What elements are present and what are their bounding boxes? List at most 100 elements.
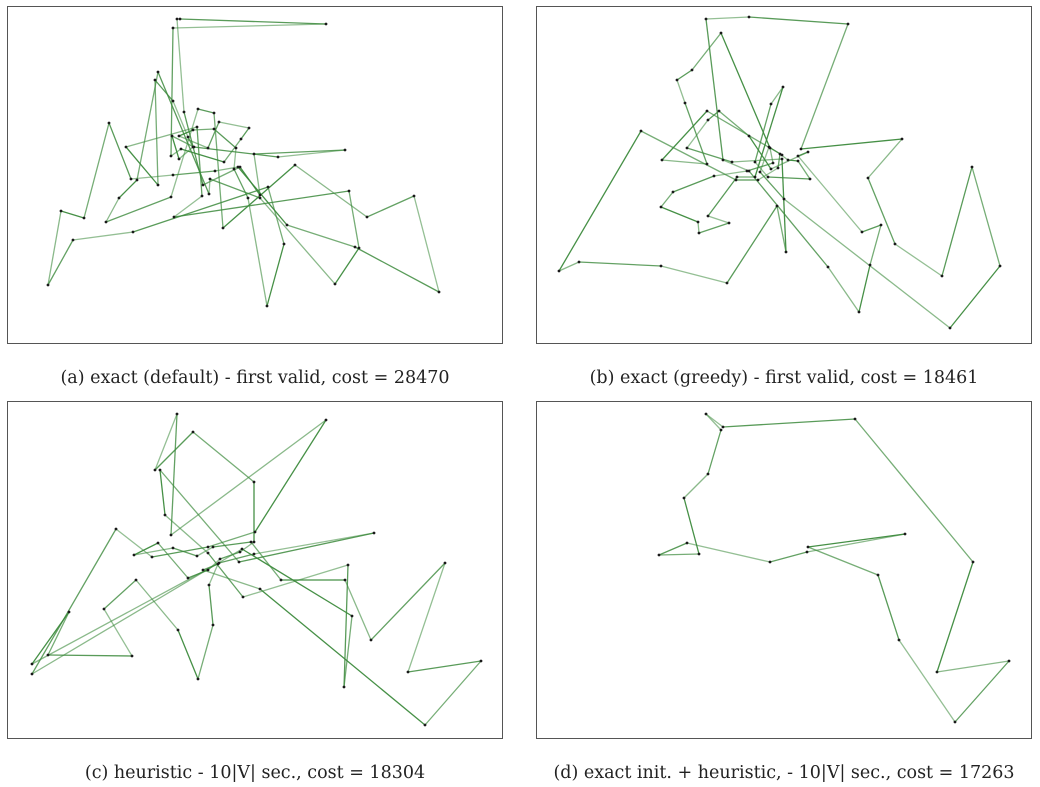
city-node [282, 242, 286, 246]
city-node [153, 78, 157, 82]
tour-edge [170, 419, 327, 536]
tour-edge [118, 179, 138, 199]
tour-edge [754, 86, 784, 178]
city-node [239, 137, 243, 141]
city-node [130, 654, 134, 658]
city-node [201, 183, 205, 187]
city-node [342, 685, 346, 689]
tour-edge [757, 167, 779, 181]
city-node [213, 169, 217, 173]
city-node [685, 541, 689, 545]
tour-edge [208, 563, 219, 586]
city-node [805, 550, 809, 554]
tour-edge [178, 135, 209, 149]
city-node [171, 26, 175, 30]
city-node [186, 576, 190, 580]
city-node [747, 134, 751, 138]
city-node [156, 183, 160, 187]
city-node [104, 220, 108, 224]
city-node [745, 169, 749, 173]
city-node [659, 264, 663, 268]
tour-edge [707, 215, 730, 224]
city-node [158, 468, 162, 472]
city-node [82, 216, 86, 220]
city-node [479, 659, 483, 663]
tour-edge [207, 121, 220, 149]
tour-edge [370, 562, 446, 641]
tour-edge [254, 419, 327, 533]
tour-edge [207, 531, 256, 548]
city-node [208, 177, 212, 181]
tour-edge [558, 130, 642, 272]
city-node [893, 242, 897, 246]
tour-edge [103, 579, 137, 610]
tour-edge [697, 221, 700, 234]
tour-edge [250, 541, 282, 581]
city-node [998, 264, 1002, 268]
city-node [234, 146, 238, 150]
city-node [769, 102, 773, 106]
city-node [876, 573, 880, 577]
city-node [211, 623, 215, 627]
city-node [276, 155, 280, 159]
tour-edge [253, 149, 346, 155]
tour-edge [854, 418, 974, 563]
city-node [232, 167, 236, 171]
tour-edge [683, 497, 700, 555]
city-node [237, 560, 241, 564]
city-node [353, 245, 357, 249]
city-node [879, 223, 883, 227]
city-node [222, 160, 226, 164]
city-node [196, 107, 200, 111]
city-node [238, 550, 242, 554]
tour-edge [686, 542, 771, 563]
city-node [179, 147, 183, 151]
tour-edge [676, 69, 693, 81]
tour-edge [894, 243, 943, 277]
tour-edge [800, 138, 903, 150]
tour-edge [151, 546, 209, 558]
city-node [169, 154, 173, 158]
city-node [59, 209, 63, 213]
tour-edge [47, 210, 62, 286]
city-node [971, 560, 975, 564]
city-node [771, 161, 775, 165]
tour-edge [241, 548, 353, 617]
tour-edge [170, 413, 178, 536]
tour-edge [177, 629, 199, 680]
tour-edge [196, 126, 203, 197]
city-node [675, 78, 679, 82]
tour-edge [154, 79, 174, 102]
city-node [177, 157, 181, 161]
city-node [247, 126, 251, 130]
tour-edge [672, 175, 715, 193]
city-node [706, 214, 710, 218]
tour-edge [208, 584, 214, 626]
tour-edge [223, 138, 242, 163]
city-node [940, 274, 944, 278]
caption-b: (b) exact (greedy) - first valid, cost =… [589, 368, 979, 388]
tour-edge [686, 147, 733, 163]
city-node [182, 110, 186, 114]
tour-edge [720, 32, 771, 149]
tour-edge [781, 158, 787, 253]
city-node [747, 15, 751, 19]
city-node [853, 417, 857, 421]
tour-edge [277, 149, 346, 158]
city-node [217, 120, 221, 124]
tour-edge [731, 158, 783, 163]
city-node [207, 583, 211, 587]
tour-edge [867, 177, 896, 245]
city-node [107, 121, 111, 125]
tour-edge [208, 178, 211, 195]
tour-edge [133, 547, 174, 556]
tour-edge [578, 261, 662, 267]
tour-edge [424, 660, 482, 726]
city-node [719, 428, 723, 432]
tour-edge [170, 148, 182, 157]
tour-edge [218, 121, 250, 129]
tour-edge [718, 110, 750, 137]
city-node [866, 176, 870, 180]
city-node [150, 555, 154, 559]
tour-edge [31, 562, 220, 665]
